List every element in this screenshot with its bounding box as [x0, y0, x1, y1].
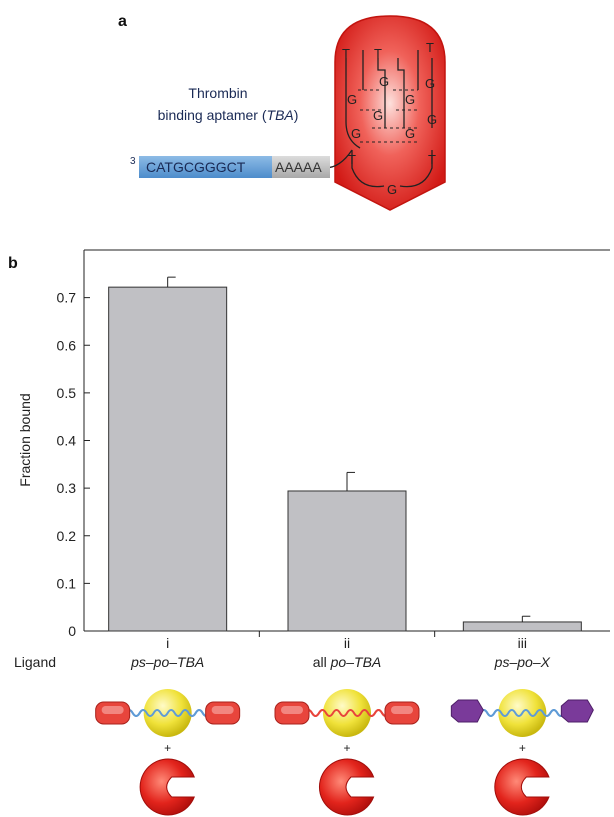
loop-letters: T T T G G G G G G G G T T G	[342, 40, 437, 197]
y-tick-label: 0.4	[57, 433, 77, 449]
aptamer-title-line2: binding aptamer (TBA)	[158, 107, 299, 123]
svg-text:G: G	[425, 76, 435, 91]
bars	[108, 276, 582, 632]
x-ticks: i ii iii	[166, 631, 527, 651]
svg-text:G: G	[347, 92, 357, 107]
y-ticks: 0 0.1 0.2 0.3 0.4 0.5 0.6 0.7	[57, 290, 90, 639]
aptamer-backbone	[324, 50, 433, 188]
y-tick-label: 0.7	[57, 290, 77, 306]
ligand-illustration-3: +	[450, 689, 594, 816]
panel-b-label: b	[8, 255, 18, 272]
end-group-highlight	[391, 706, 413, 714]
end-group	[450, 699, 484, 723]
g-tetrad-bonds	[358, 89, 420, 143]
panel-a: a Thrombin binding aptamer (TBA) T	[118, 13, 446, 211]
aptamer-title-line1: Thrombin	[188, 85, 247, 101]
panel-a-label: a	[118, 13, 127, 30]
ligand-name-3: ps–po–X	[494, 654, 551, 670]
svg-text:G: G	[351, 126, 361, 141]
y-axis-title: Fraction bound	[17, 393, 33, 486]
end-group-highlight	[281, 706, 303, 714]
y-tick-label: 0.3	[57, 480, 77, 496]
svg-text:T: T	[348, 152, 356, 167]
sequence-grey-text: AAAAA	[275, 159, 322, 175]
three-prime-label: 3	[130, 156, 136, 167]
svg-text:G: G	[427, 112, 437, 127]
ligand-name-2: all po–TBA	[313, 654, 382, 670]
plus-sign: +	[519, 741, 526, 755]
svg-text:T: T	[428, 152, 436, 167]
ligand-illustration-2: +	[274, 689, 420, 816]
svg-text:G: G	[373, 108, 383, 123]
panel-b: b Fraction bound 00.10.20.30.40.50.60.7 …	[8, 249, 610, 816]
linker-chain-front	[124, 709, 211, 717]
thrombin-shape	[494, 758, 550, 816]
svg-text:G: G	[405, 92, 415, 107]
ligand-illustrations: + + +	[95, 689, 594, 816]
y-tick-label: 0	[68, 623, 76, 639]
y-tick-label: 0.2	[57, 528, 77, 544]
ligand-illustration-1: +	[95, 689, 241, 816]
end-group	[560, 699, 594, 723]
ligand-name-1: ps–po–TBA	[130, 654, 204, 670]
ligand-names: ps–po–TBA all po–TBA ps–po–X	[130, 654, 551, 670]
category-label-iii: iii	[518, 635, 527, 651]
linker-chain-front	[304, 709, 390, 717]
svg-text:G: G	[379, 74, 389, 89]
bar-iii	[462, 621, 582, 632]
linker-chain-front	[479, 709, 566, 717]
svg-text:T: T	[342, 46, 350, 61]
svg-text:G: G	[405, 126, 415, 141]
y-tick-label: 0.6	[57, 337, 77, 353]
bar-i	[108, 286, 228, 632]
category-label-i: i	[166, 635, 169, 651]
end-group-highlight	[211, 706, 234, 714]
svg-text:G: G	[387, 182, 397, 197]
thrombin-shape	[139, 758, 195, 816]
y-tick-label: 0.5	[57, 385, 77, 401]
svg-text:T: T	[374, 46, 382, 61]
category-label-ii: ii	[344, 635, 350, 651]
bar-ii	[287, 490, 407, 632]
sequence-grey-box	[272, 156, 330, 178]
thrombin-shape	[318, 758, 375, 816]
plus-sign: +	[164, 741, 171, 755]
y-tick-label: 0.1	[57, 575, 77, 591]
end-group-highlight	[101, 706, 124, 714]
ligand-label: Ligand	[14, 654, 56, 670]
plus-sign: +	[343, 741, 350, 755]
sequence-blue-text: CATGCGGGCT	[146, 159, 246, 175]
svg-text:T: T	[426, 40, 434, 55]
sequence-blue-box	[139, 156, 272, 178]
